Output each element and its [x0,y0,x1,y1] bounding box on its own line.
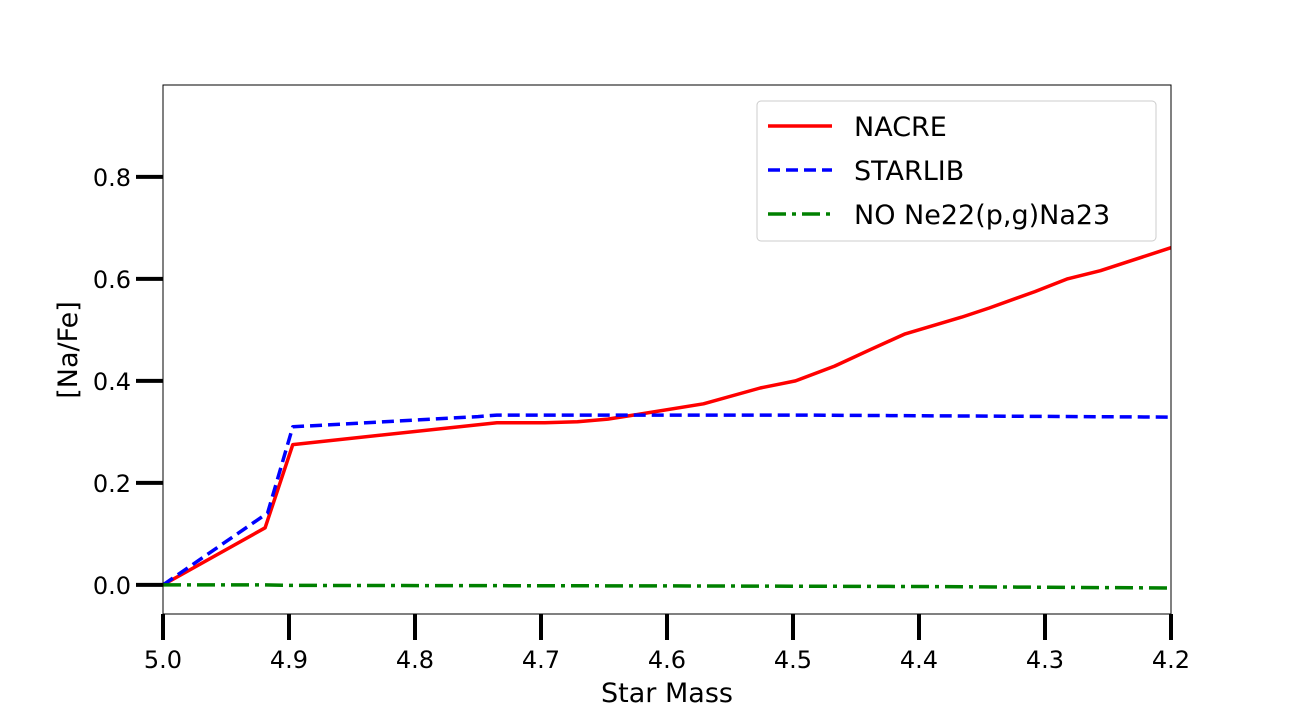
y-axis-label: [Na/Fe] [53,301,84,399]
legend-label: NO Ne22(p,g)Na23 [854,200,1110,231]
x-tick-label: 4.8 [396,646,434,674]
series-line-nacre [162,246,1172,587]
y-tick-label: 0.6 [93,266,131,294]
legend-label: NACRE [854,112,947,143]
x-tick-label: 4.3 [1026,646,1064,674]
x-axis: 5.0 4.9 4.8 4.7 4.6 4.5 4.4 4.3 4.2 [144,614,1190,674]
x-tick-label: 4.7 [522,646,560,674]
x-tick-label: 4.9 [270,646,308,674]
series-line-starlib [162,413,1172,587]
y-tick-label: 0.4 [93,368,131,396]
y-tick-label: 0.8 [93,164,131,192]
y-tick-label: 0.0 [93,572,131,600]
x-tick-label: 4.4 [900,646,938,674]
legend: NACRE STARLIB NO Ne22(p,g)Na23 [756,100,1157,242]
x-tick-label: 4.2 [1152,646,1190,674]
series-line-no-ne22-p-g-na23 [163,583,1172,590]
legend-box [756,100,1157,242]
y-axis: 0.0 0.2 0.4 0.6 0.8 [93,164,163,600]
legend-label: STARLIB [854,156,964,187]
x-axis-label: Star Mass [601,678,733,709]
plot-lines [162,246,1172,590]
x-tick-label: 4.5 [774,646,812,674]
y-tick-label: 0.2 [93,470,131,498]
x-tick-label: 5.0 [144,646,182,674]
x-tick-label: 4.6 [648,646,686,674]
